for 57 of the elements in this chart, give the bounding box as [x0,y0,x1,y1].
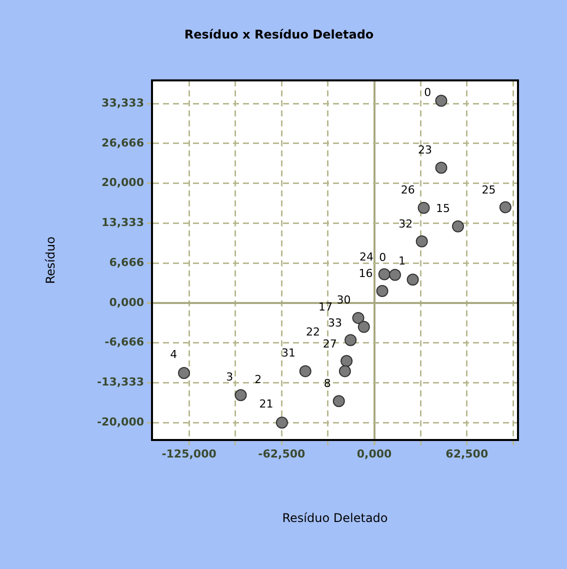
y-tick-label: -6,666 [104,336,144,349]
point [338,365,351,378]
annotation: 24 [359,250,374,264]
x-tick-label: 0,000 [356,447,392,460]
y-tick-label: 13,333 [102,216,144,230]
annotation: 2 [254,373,262,386]
point [499,201,512,214]
point [378,268,390,280]
annotation: 4 [170,348,178,361]
point [234,389,247,402]
annotation: 23 [418,143,432,156]
annotation: 26 [400,183,415,196]
annotation: 21 [259,398,274,411]
x-tick-label: 62,500 [446,447,488,460]
y-axis-title: Resíduo [43,236,58,284]
annotation: 17 [318,300,332,314]
chart-title: Resíduo x Resíduo Deletado [184,27,374,42]
point [406,274,419,286]
point [178,366,190,379]
annotation: 33 [328,316,342,330]
annotation: 32 [398,217,413,230]
point [276,416,288,429]
point [376,285,388,298]
annotation: 31 [282,346,296,360]
point [340,355,353,368]
point [418,202,430,214]
point [452,220,464,232]
y-tick-label: 6,666 [109,256,144,269]
annotation: 3 [226,370,234,384]
point [435,94,448,107]
annotation: 25 [482,183,496,196]
point [389,268,402,281]
y-tick-label: -20,000 [96,416,144,429]
x-tick-label: -125,000 [162,447,217,460]
annotation: 30 [336,293,351,306]
y-tick-label: 26,666 [102,136,144,150]
point [358,320,370,333]
y-tick-label: 0,000 [109,296,144,309]
y-tick-label: -13,333 [96,376,144,389]
x-axis-title: Resíduo Deletado [282,510,388,525]
point [416,235,428,248]
x-tick-label: -62,500 [258,447,306,460]
point [435,162,448,174]
point [344,334,357,346]
y-tick-label: 20,000 [102,176,144,190]
annotation: 27 [322,338,337,351]
point [352,312,364,324]
annotation: 0 [424,86,432,99]
annotation: 15 [436,202,450,215]
annotation: 0 [379,250,386,264]
point [332,395,345,408]
annotation: 22 [306,326,320,339]
point [299,365,312,378]
annotation: 8 [324,377,331,390]
annotation: 1 [398,254,406,268]
y-tick-label: 33,333 [102,96,144,110]
annotation: 16 [358,267,373,280]
